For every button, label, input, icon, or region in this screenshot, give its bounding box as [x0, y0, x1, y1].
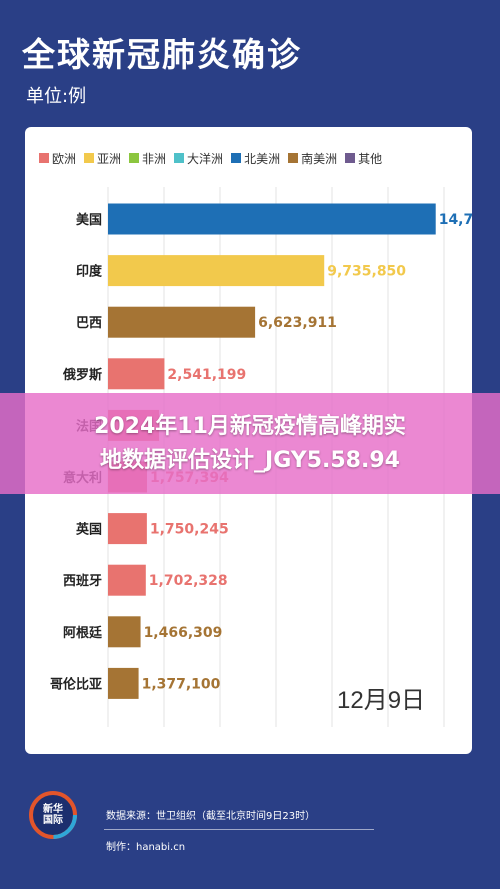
legend-item: 欧洲: [39, 150, 76, 167]
legend-swatch: [174, 153, 185, 163]
value-label: 1,702,328: [149, 573, 228, 589]
legend-item: 北美洲: [231, 150, 280, 167]
value-label: 6,623,911: [258, 315, 337, 331]
legend-label: 欧洲: [52, 151, 77, 166]
chart-legend: 欧洲 亚洲 非洲 大洋洲 北美洲 南美洲 其他: [39, 149, 382, 167]
banner-line-1: 2024年11月新冠疫情高峰期实: [94, 413, 406, 439]
value-label: 9,735,850: [327, 264, 406, 280]
legend-swatch: [84, 153, 95, 163]
date-annotation: 12月9日: [337, 687, 426, 714]
value-label: 1,750,245: [150, 522, 229, 538]
category-label: 阿根廷: [63, 625, 103, 641]
xinhua-logo: 新华 国际: [28, 790, 78, 840]
bar: [108, 358, 165, 390]
logo-text-1: 新华: [43, 804, 63, 815]
overlay-banner: 2024年11月新冠疫情高峰期实 地数据评估设计_JGY5.58.94: [0, 393, 500, 494]
legend-item: 非洲: [129, 150, 166, 167]
footer-divider: [104, 829, 374, 830]
legend-swatch: [231, 153, 242, 163]
data-source: 数据来源：世卫组织（截至北京时间9日23时）: [106, 811, 316, 822]
category-label: 英国: [75, 522, 102, 538]
unit-label: 单位:例: [26, 86, 87, 107]
bar: [108, 513, 147, 545]
legend-swatch: [288, 153, 299, 163]
legend-label: 南美洲: [301, 151, 338, 166]
legend-item: 亚洲: [84, 150, 121, 167]
legend-swatch: [39, 153, 49, 163]
legend-swatch: [129, 153, 140, 163]
category-label: 巴西: [76, 316, 102, 331]
legend-label: 亚洲: [97, 151, 122, 166]
category-label: 西班牙: [63, 573, 102, 589]
legend-item: 南美洲: [288, 150, 337, 167]
bar: [108, 306, 256, 338]
bar: [108, 564, 146, 596]
legend-swatch: [345, 153, 356, 163]
value-label: 2,541,199: [167, 367, 246, 383]
value-label: 1,466,309: [144, 625, 223, 641]
legend-label: 大洋洲: [187, 151, 224, 166]
legend-label: 非洲: [142, 151, 167, 166]
category-label: 美国: [76, 212, 102, 228]
logo-ring-icon: [29, 791, 77, 839]
legend-item: 大洋洲: [174, 150, 223, 167]
category-label: 哥伦比亚: [50, 676, 102, 692]
value-label: 14,755,996: [439, 212, 472, 228]
value-label: 1,377,100: [142, 676, 221, 692]
legend-item: 其他: [345, 150, 382, 167]
maker-credit: 制作：hanabi.cn: [106, 842, 186, 853]
bar: [108, 616, 141, 648]
category-label: 印度: [76, 264, 103, 280]
banner-line-2: 地数据评估设计_JGY5.58.94: [100, 447, 400, 473]
category-label: 俄罗斯: [62, 367, 102, 383]
logo-text-2: 国际: [43, 815, 63, 826]
bar: [108, 203, 436, 235]
legend-label: 北美洲: [244, 151, 281, 166]
legend-label: 其他: [358, 151, 383, 166]
page-title: 全球新冠肺炎确诊: [22, 35, 302, 74]
bar: [108, 255, 325, 287]
bar: [108, 667, 139, 699]
